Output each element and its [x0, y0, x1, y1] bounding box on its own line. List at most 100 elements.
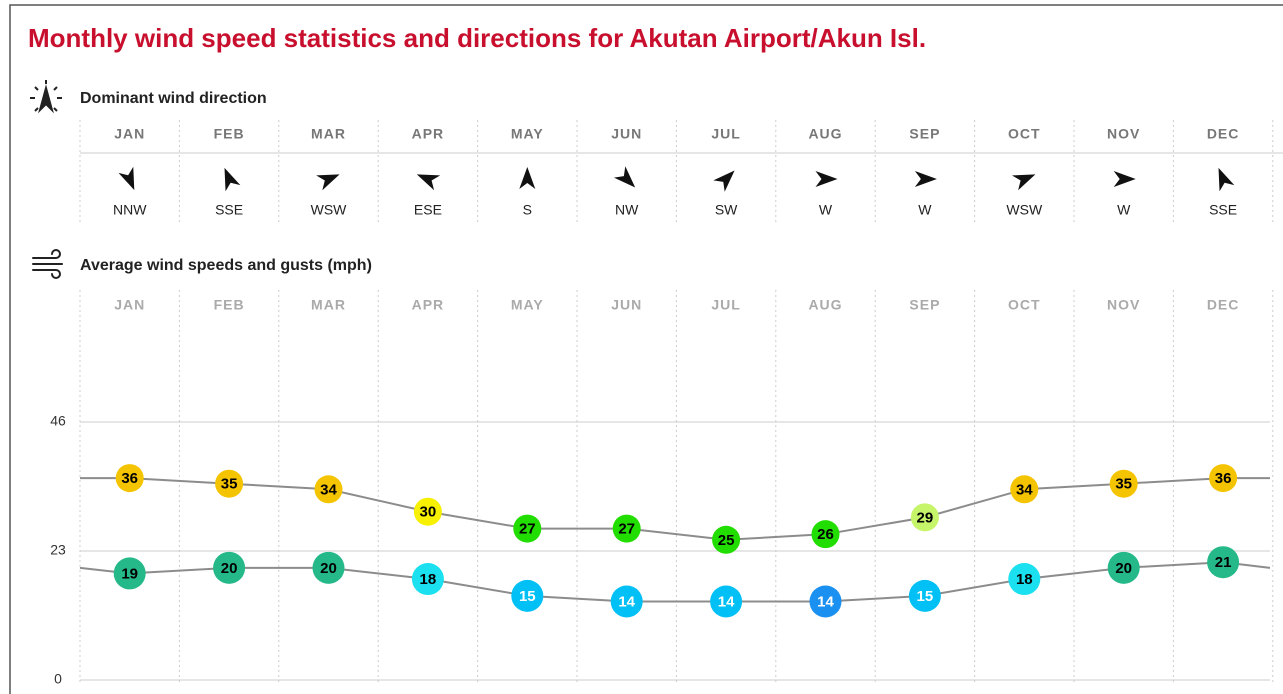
x-tick-label: MAY: [511, 297, 544, 313]
wind-arrow: [713, 170, 735, 192]
data-label: 35: [221, 476, 238, 493]
data-point: [213, 551, 246, 584]
month-label: DEC: [1207, 126, 1240, 142]
wind-arrow: [613, 166, 636, 188]
x-tick-label: AUG: [808, 297, 842, 313]
direction-label: WSW: [1006, 202, 1043, 218]
direction-label: WSW: [311, 202, 348, 218]
month-label: APR: [412, 126, 445, 142]
x-tick-label: DEC: [1207, 297, 1240, 313]
data-point: [511, 579, 544, 612]
data-label: 14: [718, 593, 735, 610]
month-label: JAN: [114, 126, 145, 142]
wind-arrow: [1218, 167, 1235, 192]
data-label: 25: [718, 532, 735, 549]
data-point: [413, 497, 442, 526]
data-point: [811, 520, 840, 549]
data-label: 14: [817, 593, 834, 610]
direction-label: NNW: [113, 202, 147, 218]
x-tick-label: MAR: [311, 297, 346, 313]
data-label: 20: [1115, 560, 1132, 577]
data-point: [612, 514, 641, 543]
direction-label: S: [523, 202, 532, 218]
direction-label: SSE: [215, 202, 243, 218]
data-label: 26: [817, 526, 834, 543]
data-label: 15: [917, 588, 934, 605]
data-point: [115, 464, 144, 493]
wind-arrow: [118, 166, 135, 191]
month-label: OCT: [1008, 126, 1041, 142]
data-point: [314, 475, 343, 504]
direction-label: NW: [615, 202, 639, 218]
data-point: [712, 525, 741, 554]
month-label: JUN: [611, 126, 642, 142]
wind-icon: [32, 249, 63, 279]
page-title: Monthly wind speed statistics and direct…: [28, 23, 926, 53]
data-point: [1207, 546, 1240, 579]
data-label: 20: [221, 560, 238, 577]
data-label: 20: [320, 560, 337, 577]
x-tick-label: JUL: [711, 297, 740, 313]
x-tick-label: NOV: [1107, 297, 1140, 313]
data-point: [908, 579, 941, 612]
wind-arrow: [519, 167, 536, 189]
data-point: [1209, 464, 1238, 493]
wind-arrow: [416, 174, 441, 191]
direction-label: SSE: [1209, 202, 1237, 218]
data-label: 30: [420, 504, 437, 521]
data-label: 27: [618, 521, 635, 538]
data-label: 34: [1016, 481, 1033, 498]
data-point: [411, 563, 444, 596]
frame: [9, 4, 1283, 694]
month-label: SEP: [909, 126, 940, 142]
data-label: 34: [320, 481, 337, 498]
compass-icon: [30, 80, 62, 114]
data-point: [910, 503, 939, 532]
data-label: 18: [420, 571, 437, 588]
data-label: 29: [917, 509, 934, 526]
data-label: 35: [1115, 476, 1132, 493]
wind-arrow: [1011, 174, 1036, 191]
wind-arrow: [914, 171, 937, 187]
wind-arrow: [1113, 171, 1136, 187]
series-line: [129, 477, 1224, 541]
direction-label: W: [918, 202, 932, 218]
series-line: [129, 561, 1224, 603]
wind-arrow: [224, 167, 241, 192]
direction-label: W: [819, 202, 833, 218]
x-tick-label: OCT: [1008, 297, 1041, 313]
month-label: MAR: [311, 126, 346, 142]
data-point: [312, 551, 345, 584]
direction-label: SW: [715, 202, 738, 218]
month-label: AUG: [808, 126, 842, 142]
data-point: [513, 514, 542, 543]
data-point: [1008, 563, 1041, 596]
data-label: 18: [1016, 571, 1033, 588]
data-label: 36: [1215, 470, 1232, 487]
y-tick-label: 0: [54, 671, 62, 687]
data-point: [610, 585, 643, 618]
y-tick-label: 23: [50, 542, 66, 558]
x-tick-label: SEP: [909, 297, 940, 313]
x-tick-label: FEB: [214, 297, 245, 313]
data-label: 21: [1215, 554, 1232, 571]
wind-arrow: [815, 171, 838, 187]
y-tick-label: 46: [50, 413, 66, 429]
data-point: [1109, 469, 1138, 498]
data-label: 15: [519, 588, 536, 605]
data-point: [1010, 475, 1039, 504]
x-tick-label: APR: [412, 297, 445, 313]
data-point: [710, 585, 743, 618]
wind-arrow: [316, 174, 340, 191]
direction-label: W: [1117, 202, 1131, 218]
data-label: 19: [121, 565, 138, 582]
data-point: [809, 585, 842, 618]
x-tick-label: JUN: [611, 297, 642, 313]
month-label: MAY: [511, 126, 544, 142]
data-label: 36: [121, 470, 138, 487]
data-point: [215, 469, 244, 498]
month-label: FEB: [214, 126, 245, 142]
section-heading: Average wind speeds and gusts (mph): [80, 257, 372, 274]
data-point: [113, 557, 146, 590]
